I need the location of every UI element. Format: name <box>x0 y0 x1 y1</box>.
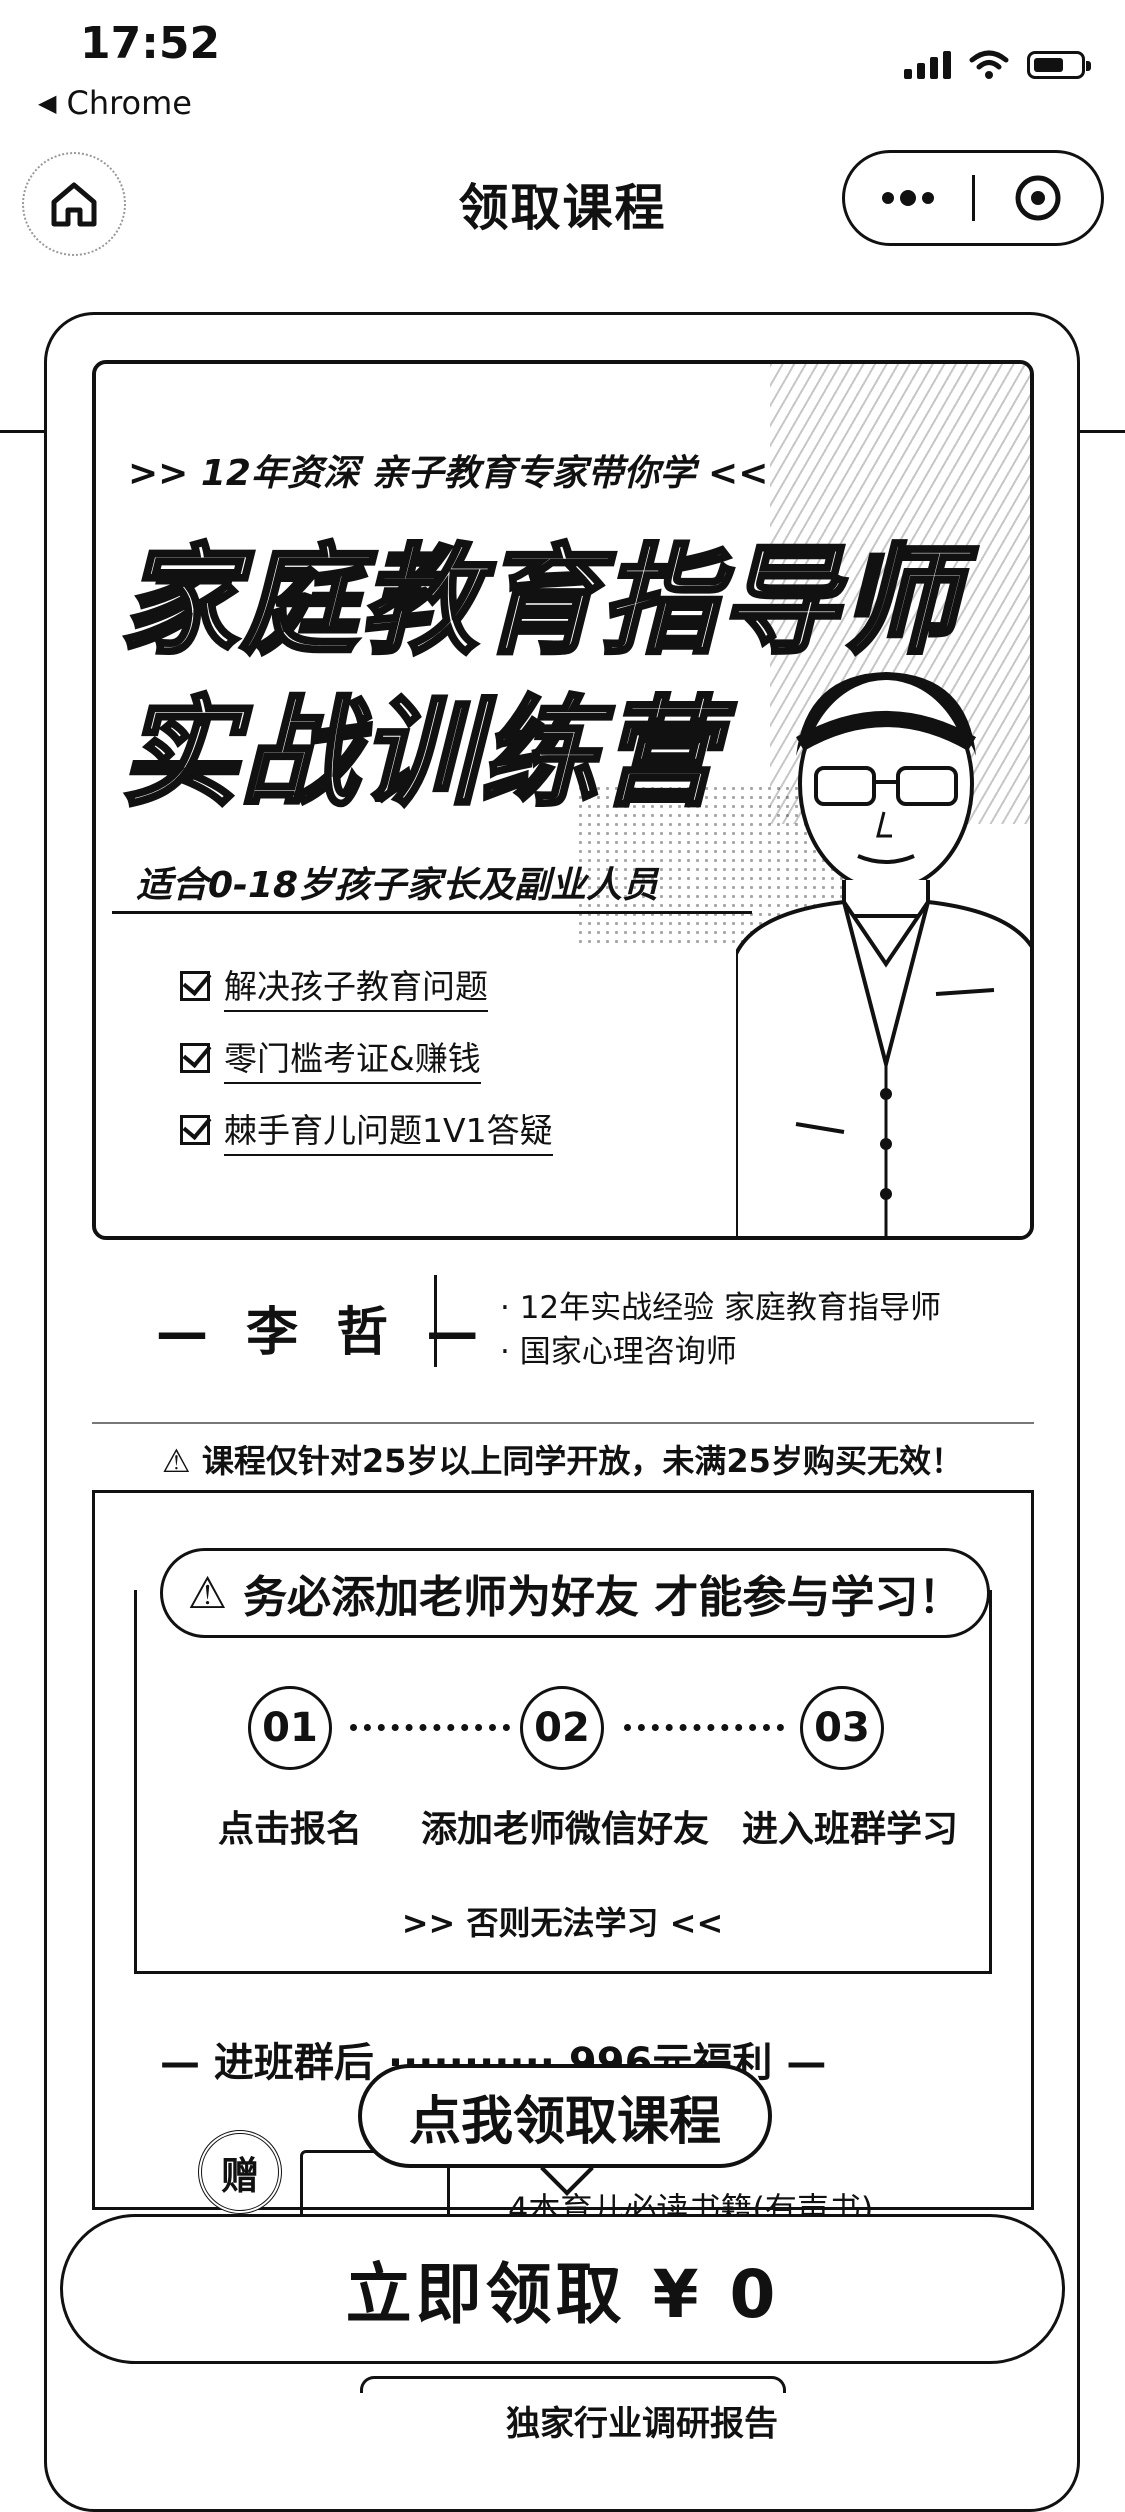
teacher-portrait <box>736 672 1030 1236</box>
back-app-label: Chrome <box>66 84 192 122</box>
page-title: 领取课程 <box>458 179 667 237</box>
steps-box <box>92 1490 1034 2210</box>
teacher-divider <box>434 1275 437 1367</box>
back-triangle-icon: ◀ <box>38 89 57 117</box>
wifi-icon <box>969 50 1009 79</box>
warning-icon: ⚠ <box>187 1567 228 1619</box>
back-to-app-link[interactable]: ◀ Chrome <box>38 84 192 122</box>
teacher-name: — 李 哲 — <box>156 1303 489 1363</box>
check-item-label: 解决孩子教育问题 <box>224 960 488 1012</box>
battery-icon <box>1027 51 1091 79</box>
teacher-desc-line: · 国家心理咨询师 <box>500 1334 737 1370</box>
step-number: 02 <box>520 1686 604 1770</box>
close-miniprogram-button[interactable] <box>975 153 1102 243</box>
mini-program-capsule <box>842 150 1104 246</box>
home-button[interactable] <box>22 152 126 256</box>
home-icon <box>51 182 97 227</box>
check-item: 解决孩子教育问题 <box>180 960 488 1012</box>
claim-course-bubble[interactable]: 点我领取课程 <box>358 2064 772 2168</box>
step-number: 03 <box>800 1686 884 1770</box>
status-icons <box>904 50 1091 80</box>
capsule-divider <box>971 175 975 221</box>
target-close-icon <box>1015 175 1061 221</box>
gift-stamp: 赠 <box>198 2130 282 2214</box>
teacher-desc-line: · 12年实战经验 家庭教育指导师 <box>500 1290 942 1326</box>
warning-icon: ⚠ <box>162 1442 191 1480</box>
step-number: 01 <box>248 1686 332 1770</box>
check-item-label: 零门槛考证&赚钱 <box>224 1032 481 1084</box>
more-button[interactable] <box>845 153 972 243</box>
report-frame <box>360 2376 786 2393</box>
steps-heading: ⚠ 务必添加老师为好友 才能参与学习！ <box>160 1548 990 1638</box>
step-label: 添加老师微信好友 <box>420 1809 709 1850</box>
steps-heading-text: 务必添加老师为好友 才能参与学习！ <box>243 1572 963 1623</box>
check-item: 棘手育儿问题1V1答疑 <box>180 1104 553 1156</box>
course-poster: >> 12年资深 亲子教育专家带你学 << 家庭教育指导师 实战训练营 适合0-… <box>92 360 1034 1240</box>
more-dots-icon <box>882 190 935 206</box>
frame-line-left <box>0 430 46 433</box>
poster-title-line1: 家庭教育指导师 <box>118 532 961 670</box>
age-notice-text: 课程仅针对25岁以上同学开放，未满25岁购买无效！ <box>201 1442 963 1480</box>
step-connector <box>350 1724 510 1731</box>
section-divider <box>92 1422 1034 1424</box>
step-connector <box>624 1724 784 1731</box>
steps-note: >> 否则无法学习 << <box>401 1904 724 1942</box>
step-label: 进入班群学习 <box>741 1809 958 1850</box>
signal-icon <box>904 51 951 79</box>
benefit-report-line: 独家行业调研报告 <box>506 2404 778 2444</box>
age-notice: ⚠ 课程仅针对25岁以上同学开放，未满25岁购买无效！ <box>0 1436 1125 1482</box>
frame-line-right <box>1080 430 1125 433</box>
check-item: 零门槛考证&赚钱 <box>180 1032 481 1084</box>
status-time: 17:52 <box>80 18 221 69</box>
poster-tagline: 适合0-18岁孩子家长及副业人员 <box>112 860 752 914</box>
poster-subtitle: >> 12年资深 亲子教育专家带你学 << <box>128 453 769 494</box>
checkbox-icon <box>180 1043 210 1073</box>
steps-inner-box <box>134 1590 992 1974</box>
claim-now-button[interactable]: 立即领取 ¥ 0 <box>60 2214 1065 2364</box>
checkbox-icon <box>180 1115 210 1145</box>
checkbox-icon <box>180 971 210 1001</box>
step-label: 点击报名 <box>217 1809 362 1850</box>
poster-title-line2: 实战训练营 <box>118 684 721 822</box>
check-item-label: 棘手育儿问题1V1答疑 <box>224 1104 553 1156</box>
